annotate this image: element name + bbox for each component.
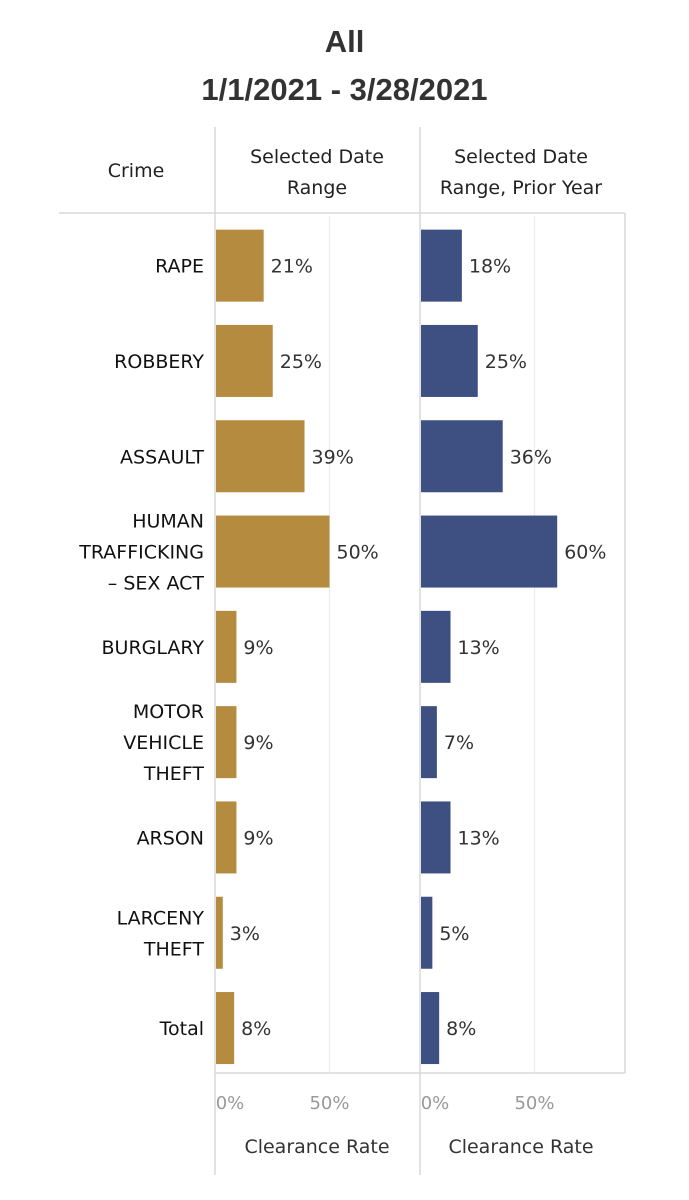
bar-prior [421,992,440,1065]
category-label: THEFT [143,938,204,960]
value-label-selected: 9% [243,637,273,659]
bar-prior [421,229,462,302]
bar-prior [421,610,451,683]
category-label: MOTOR [133,701,204,723]
category-label: Total [159,1018,204,1040]
category-label: – SEX ACT [108,573,205,595]
prior-column-header-line: Range, Prior Year [440,177,602,199]
x-tick-50-selected: 50% [309,1093,349,1114]
value-label-prior: 60% [564,542,606,564]
selected-column-header-line: Selected Date [250,146,384,168]
category-label: BURGLARY [102,637,205,659]
value-label-selected: 3% [230,923,260,945]
bar-prior [421,515,558,588]
value-label-prior: 13% [458,637,500,659]
x-axis-label-selected: Clearance Rate [244,1136,389,1158]
value-label-selected: 9% [243,732,273,754]
bar-selected [216,515,330,588]
selected-column-header-line: Range [287,177,347,199]
bar-prior [421,896,433,969]
bar-prior [421,324,478,397]
value-label-selected: 21% [271,256,313,278]
x-tick-50-prior: 50% [514,1093,554,1114]
category-label: THEFT [143,763,204,785]
bar-selected [216,420,305,493]
value-label-selected: 50% [337,542,379,564]
category-label: ARSON [137,827,204,849]
category-label: HUMAN [132,511,204,533]
bar-selected [216,706,237,779]
value-label-prior: 5% [439,923,469,945]
bar-selected [216,896,223,969]
bar-prior [421,420,503,493]
x-tick-0-selected: 0% [216,1093,245,1114]
category-label: LARCENY [117,907,205,929]
chart-title-line2: 1/1/2021 - 3/28/2021 [201,72,488,107]
value-label-selected: 25% [280,351,322,373]
x-tick-0-prior: 0% [421,1093,450,1114]
value-label-prior: 13% [458,827,500,849]
bar-selected [216,801,237,874]
value-label-selected: 39% [312,446,354,468]
bar-selected [216,610,237,683]
value-label-selected: 8% [241,1018,271,1040]
value-label-prior: 36% [510,446,552,468]
bar-prior [421,801,451,874]
category-label: TRAFFICKING [78,542,204,564]
prior-column-header-line: Selected Date [454,146,588,168]
crime-column-header: Crime [108,160,165,182]
bar-selected [216,992,235,1065]
category-label: ROBBERY [114,351,204,373]
bar-prior [421,706,437,779]
category-label: ASSAULT [120,446,204,468]
value-label-prior: 25% [485,351,527,373]
value-label-prior: 7% [444,732,474,754]
bar-selected [216,229,264,302]
chart-title-line1: All [324,24,365,59]
bar-selected [216,324,273,397]
value-label-selected: 9% [243,827,273,849]
category-label: RAPE [155,256,204,278]
category-label: VEHICLE [123,732,204,754]
x-axis-label-prior: Clearance Rate [448,1136,593,1158]
value-label-prior: 8% [446,1018,476,1040]
value-label-prior: 18% [469,256,511,278]
